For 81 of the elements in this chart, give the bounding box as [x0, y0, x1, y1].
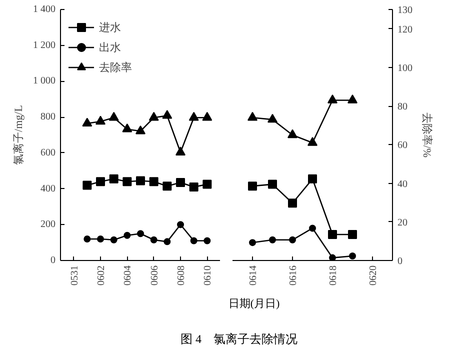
y-tick-label: 1 400 [33, 4, 56, 15]
point [110, 236, 118, 244]
y-tick-label: 1 200 [33, 40, 56, 51]
point [329, 254, 336, 260]
point [309, 224, 316, 232]
y2-tick-label: 60 [398, 140, 408, 152]
x-tick-label: 0606 [149, 266, 160, 286]
y2-tick-label: 100 [398, 62, 412, 74]
point [96, 116, 106, 125]
point [109, 174, 118, 184]
point [288, 129, 298, 138]
y2-tick-label: 20 [398, 217, 408, 228]
x-tick-label: 0620 [368, 266, 379, 286]
y-tick-label: 200 [40, 219, 56, 230]
y-tick-label: 400 [40, 183, 56, 194]
point [162, 110, 172, 119]
point [349, 252, 356, 260]
x-tick-label: 0610 [202, 266, 214, 286]
point [97, 235, 104, 242]
y2-tick-label: 130 [398, 5, 412, 16]
point [188, 112, 199, 121]
point [328, 230, 337, 240]
x-tick-label: 0602 [96, 266, 107, 286]
y-tick-label: 800 [40, 112, 56, 123]
y2-tick-label: 120 [398, 24, 412, 36]
point [288, 198, 297, 208]
point [202, 180, 212, 189]
point [328, 94, 338, 104]
y2-tick-label: 0 [398, 256, 402, 267]
x-tick-label: 0614 [248, 266, 259, 286]
point [124, 232, 131, 239]
point [150, 236, 158, 244]
x-tick-label: 0531 [69, 266, 80, 286]
point [289, 236, 296, 244]
y-tick-label: 0 [50, 255, 56, 266]
point [348, 230, 357, 240]
point [82, 118, 92, 127]
x-axis-title: 日期(月日) [228, 297, 280, 312]
y2-tick-label: 80 [398, 102, 408, 113]
point [96, 177, 105, 186]
x-tick-label: 0618 [328, 266, 339, 286]
point [268, 180, 277, 189]
point [202, 112, 212, 121]
point [122, 124, 132, 132]
point [268, 114, 278, 123]
point [177, 221, 184, 228]
point [190, 237, 198, 244]
point [137, 230, 144, 238]
legend-label: 去除率 [99, 60, 132, 74]
x-tick-label: 0608 [176, 266, 187, 286]
point [204, 237, 211, 244]
point [348, 94, 358, 104]
x-tick-label: 0616 [288, 266, 299, 286]
point [136, 176, 145, 186]
point [176, 146, 186, 156]
y2-axis-title: 去除率/% [420, 112, 434, 158]
point [308, 137, 318, 146]
y-tick-label: 1 000 [33, 76, 56, 87]
legend-label: 出水 [99, 40, 121, 54]
point [249, 239, 256, 246]
y-axis-title: 氯离子/mg/L [12, 104, 25, 165]
point [148, 112, 159, 121]
point [162, 182, 172, 191]
point [122, 177, 132, 186]
y-tick-label: 600 [40, 147, 56, 158]
point [164, 238, 171, 246]
legend-label: 进水 [99, 20, 121, 34]
point [269, 236, 276, 244]
point [248, 182, 257, 191]
point [308, 174, 317, 184]
point [82, 180, 92, 190]
y2-tick-label: 40 [398, 178, 408, 190]
point [149, 177, 158, 186]
point [136, 125, 146, 134]
point [84, 235, 91, 242]
point [189, 182, 198, 192]
point [248, 112, 258, 121]
point [176, 178, 185, 188]
x-tick-label: 0604 [122, 266, 134, 286]
point [108, 112, 119, 121]
text: 图 4 氯离子去除情况 [180, 331, 298, 348]
